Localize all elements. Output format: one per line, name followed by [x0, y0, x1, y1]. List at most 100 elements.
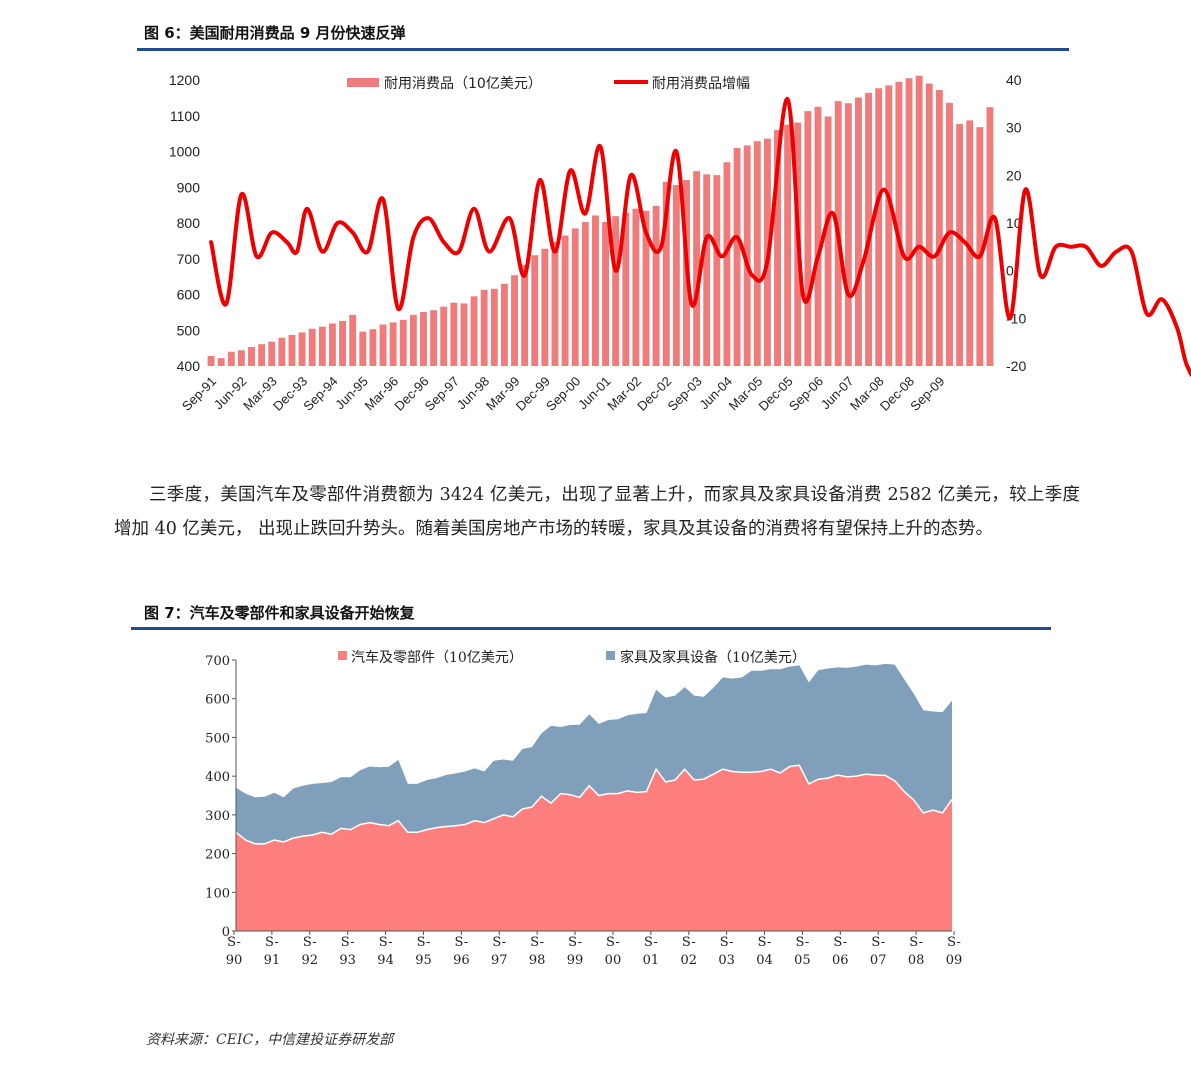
durable-goods-bar [258, 344, 266, 366]
y-axis-tick-label: 0 [222, 925, 230, 940]
y-axis-tick-label: 700 [205, 654, 230, 669]
y-axis-tick-label: 400 [205, 770, 230, 785]
durable-goods-bar [571, 228, 579, 366]
x-axis-tick-label: 95 [415, 953, 432, 968]
durable-goods-bar [561, 235, 569, 366]
durable-goods-bar [693, 171, 701, 366]
y-axis-tick-label: 500 [205, 731, 230, 746]
durable-goods-bar [976, 127, 984, 366]
durable-goods-bar [490, 288, 498, 366]
durable-goods-bar [824, 116, 832, 366]
durable-goods-bar [733, 147, 741, 366]
x-axis-tick-label: S- [758, 935, 772, 950]
growth-rate-line [209, 97, 1191, 377]
x-axis-tick-label: 99 [567, 953, 584, 968]
x-axis-tick-label: S- [417, 935, 431, 950]
x-axis-tick-label: 93 [339, 953, 356, 968]
x-axis-tick-label: 02 [680, 953, 697, 968]
x-axis-tick-label: S- [682, 935, 696, 950]
x-axis-tick-label: 97 [491, 953, 508, 968]
right-axis-tick-label: 30 [1006, 120, 1022, 136]
durable-goods-bar [227, 351, 235, 366]
durable-goods-bar [268, 341, 276, 366]
durable-goods-bar [632, 208, 640, 366]
durable-goods-bar [248, 347, 255, 366]
y-axis-tick-label: 600 [205, 693, 230, 708]
x-axis-tick-label: 96 [453, 953, 470, 968]
durable-goods-bar [288, 334, 296, 366]
x-axis-tick-label: 92 [302, 953, 319, 968]
left-axis-tick-label: 400 [177, 358, 201, 374]
durable-goods-bar [753, 141, 761, 366]
x-axis-tick-label: S- [796, 935, 810, 950]
durable-goods-bar [652, 205, 660, 366]
x-axis-tick-label: 09 [946, 953, 963, 968]
durable-goods-bar [511, 275, 518, 366]
legend-bar-swatch [347, 78, 379, 87]
durable-goods-bar [895, 81, 903, 366]
x-axis-tick-label: 94 [377, 953, 394, 968]
durable-goods-bar [814, 106, 822, 366]
x-axis-tick-label: 00 [605, 953, 622, 968]
durable-goods-bar [278, 337, 286, 366]
durable-goods-bar [329, 323, 336, 366]
durable-goods-bar [662, 181, 670, 366]
durable-goods-bar [399, 319, 407, 366]
x-axis-tick-label: S- [303, 935, 317, 950]
durable-goods-bar [642, 210, 650, 366]
legend-auto-label: 汽车及零部件（10亿美元） [351, 649, 523, 666]
x-axis-tick-label: 91 [264, 953, 281, 968]
x-axis-tick-label: S- [341, 935, 355, 950]
durable-goods-bar [966, 120, 974, 367]
durable-goods-bar [349, 314, 357, 366]
legend-furniture-swatch [606, 651, 615, 660]
durable-goods-bar [359, 331, 367, 366]
durable-goods-bar [612, 216, 620, 366]
durable-goods-bar [905, 78, 913, 367]
x-axis-tick-label: 04 [756, 953, 773, 968]
durable-goods-bar [470, 296, 478, 366]
x-axis-tick-label: 90 [226, 953, 243, 968]
durable-goods-bar [804, 111, 812, 366]
durable-goods-bar [875, 88, 883, 366]
figure-6-title: 图 6：美国耐用消费品 9 月份快速反弹 [144, 24, 406, 42]
x-axis-tick-label: S- [606, 935, 620, 950]
x-axis-tick-label: S- [720, 935, 734, 950]
left-axis-tick-label: 600 [177, 287, 201, 303]
x-axis-tick-label: 98 [529, 953, 546, 968]
y-axis-tick-label: 300 [205, 809, 230, 824]
durable-goods-bar [723, 162, 731, 366]
durable-goods-bar [986, 107, 994, 367]
right-axis-tick-label: 0 [1006, 263, 1014, 279]
durable-goods-bar [339, 320, 346, 366]
left-axis-tick-label: 800 [177, 215, 201, 231]
right-axis-tick-label: 10 [1006, 215, 1022, 231]
x-axis-tick-label: S- [227, 935, 241, 950]
analysis-paragraph: 三季度，美国汽车及零部件消费额为 3424 亿美元，出现了显著上升，而家具及家具… [114, 485, 1080, 539]
x-axis-tick-label: S- [492, 935, 506, 950]
x-axis-tick-label: 05 [794, 953, 811, 968]
durable-goods-bar [450, 302, 458, 366]
durable-goods-bar [865, 92, 872, 367]
durable-goods-bar [500, 283, 508, 366]
x-axis-tick-label: 06 [832, 953, 849, 968]
durable-goods-bar [521, 264, 529, 366]
durable-goods-bar [925, 83, 933, 366]
y-axis-tick-label: 200 [205, 848, 230, 863]
durable-goods-bar [784, 124, 792, 366]
left-axis-tick-label: 1000 [169, 144, 200, 160]
auto-parts-area-border [235, 764, 953, 845]
auto-parts-area [236, 765, 952, 931]
x-axis-tick-label: S- [644, 935, 658, 950]
x-axis-tick-label: S- [871, 935, 885, 950]
durable-goods-bar [602, 221, 609, 366]
durable-goods-bar [420, 312, 427, 366]
figure-7-title: 图 7：汽车及零部件和家具设备开始恢复 [144, 604, 415, 622]
durable-goods-bar [855, 97, 862, 366]
durable-goods-bar [551, 241, 559, 366]
durable-goods-bar [460, 303, 468, 366]
durable-goods-bar [369, 329, 377, 366]
durable-goods-bar [531, 255, 539, 366]
left-axis-tick-label: 1100 [170, 108, 200, 124]
figure-7-title-rule [131, 627, 1051, 630]
